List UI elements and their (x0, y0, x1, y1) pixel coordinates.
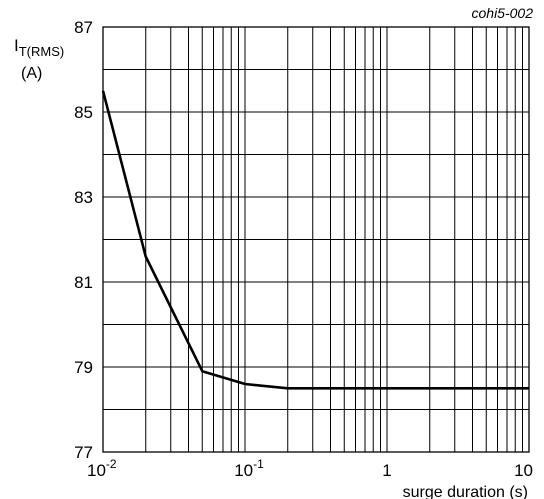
x-tick-label: 10-2 (87, 457, 117, 480)
y-tick-label: 81 (74, 273, 93, 292)
y-axis-label: IT(RMS) (14, 36, 64, 59)
x-tick-label: 10 (514, 461, 533, 480)
x-tick-labels: 10-2 10-1 1 10 (87, 457, 533, 480)
y-tick-labels: 77 79 81 83 85 87 (74, 18, 93, 462)
y-axis-unit: (A) (21, 65, 42, 82)
y-tick-label: 79 (74, 358, 93, 377)
y-tick-label: 85 (74, 103, 93, 122)
x-tick-label: 10-1 (234, 457, 264, 480)
x-tick-label: 1 (382, 461, 391, 480)
y-axis-label-main: I (14, 36, 19, 55)
y-tick-label: 87 (74, 18, 93, 37)
plot-frame (102, 26, 530, 453)
y-tick-label: 83 (74, 188, 93, 207)
y-tick-label: 77 (74, 443, 93, 462)
figure-code: cohi5-002 (472, 5, 534, 21)
x-axis-label: surge duration (s) (403, 484, 528, 499)
y-axis-label-sub: T(RMS) (19, 44, 65, 59)
horizontal-gridlines (103, 69, 529, 410)
series-line (101, 90, 529, 390)
